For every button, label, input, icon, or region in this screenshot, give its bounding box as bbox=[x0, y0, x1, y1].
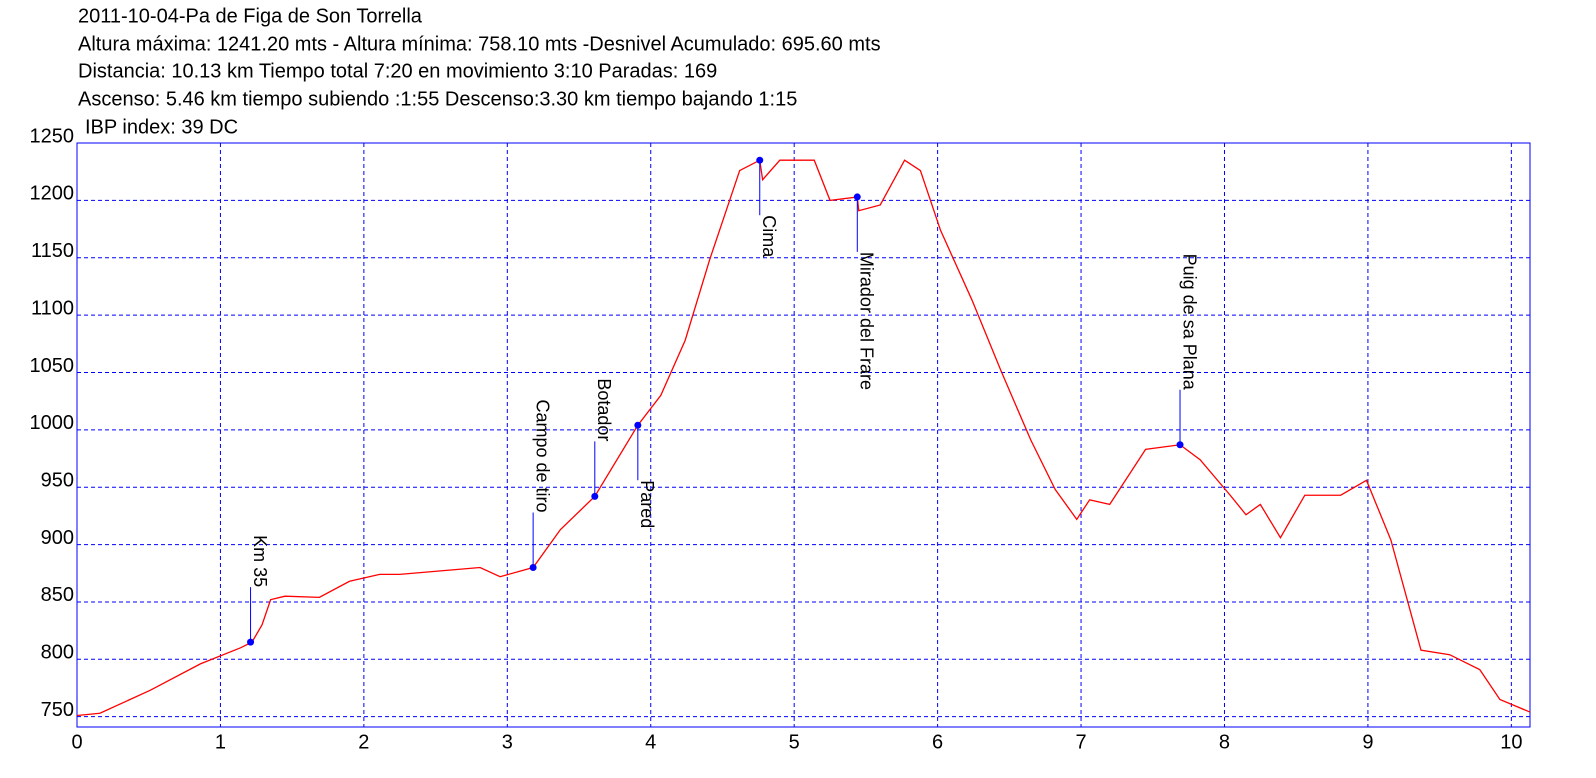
waypoint-marker bbox=[853, 193, 861, 201]
x-tick-label: 10 bbox=[1500, 731, 1522, 753]
waypoint-marker bbox=[1176, 441, 1184, 449]
waypoint-marker bbox=[756, 156, 764, 164]
waypoint-marker bbox=[529, 564, 537, 572]
x-tick-label: 9 bbox=[1362, 731, 1373, 753]
waypoint-label: Pared bbox=[637, 480, 657, 528]
waypoint-label-group: Km 35 bbox=[250, 535, 270, 587]
y-tick-label: 1200 bbox=[30, 183, 75, 205]
chart-note: Altura máxima: 1241.20 mts - Altura míni… bbox=[78, 33, 881, 55]
waypoint-label: Mirador del Frare bbox=[857, 252, 877, 390]
chart-note: Ascenso: 5.46 km tiempo subiendo :1:55 D… bbox=[78, 88, 797, 110]
y-tick-label: 1100 bbox=[31, 297, 74, 319]
y-tick-label: 950 bbox=[41, 469, 74, 491]
x-tick-label: 8 bbox=[1219, 731, 1230, 753]
x-tick-label: 0 bbox=[71, 731, 82, 753]
waypoint-label: Cima bbox=[759, 215, 779, 258]
x-tick-label: 1 bbox=[215, 731, 226, 753]
y-tick-label: 800 bbox=[41, 642, 74, 664]
y-tick-label: 1000 bbox=[30, 412, 75, 434]
x-tick-label: 7 bbox=[1075, 731, 1086, 753]
chart-note: IBP index: 39 DC bbox=[85, 116, 238, 138]
y-tick-label: 900 bbox=[41, 527, 74, 549]
waypoint-label-group: Pared bbox=[637, 480, 657, 528]
y-tick-label: 750 bbox=[41, 699, 74, 721]
y-tick-label: 850 bbox=[41, 584, 74, 606]
waypoint-marker bbox=[247, 638, 255, 646]
waypoint-label-group: Mirador del Frare bbox=[857, 252, 877, 390]
waypoint-marker bbox=[634, 421, 642, 429]
waypoint-label-group: Cima bbox=[759, 215, 779, 258]
y-tick-label: 1250 bbox=[30, 125, 75, 147]
plot-border bbox=[76, 142, 1531, 728]
elevation-line bbox=[76, 159, 1531, 717]
waypoint-label: Botador bbox=[594, 378, 614, 441]
x-tick-label: 5 bbox=[789, 731, 800, 753]
waypoint-label-group: Botador bbox=[594, 378, 614, 441]
y-tick-label: 1050 bbox=[30, 355, 75, 377]
x-tick-label: 3 bbox=[502, 731, 513, 753]
x-tick-label: 2 bbox=[358, 731, 369, 753]
chart-note: Distancia: 10.13 km Tiempo total 7:20 en… bbox=[78, 60, 717, 82]
chart-title: 2011-10-04-Pa de Figa de Son Torrella bbox=[78, 5, 423, 27]
y-tick-label: 1150 bbox=[31, 240, 74, 262]
waypoint-label: Campo de tiro bbox=[532, 399, 552, 512]
x-tick-label: 4 bbox=[645, 731, 656, 753]
waypoint-marker bbox=[591, 492, 599, 500]
waypoint-label: Puig de sa Plana bbox=[1179, 254, 1199, 391]
waypoint-label-group: Campo de tiro bbox=[532, 399, 552, 512]
waypoint-label: Km 35 bbox=[250, 535, 270, 587]
waypoint-label-group: Puig de sa Plana bbox=[1179, 254, 1199, 391]
x-tick-label: 6 bbox=[932, 731, 943, 753]
